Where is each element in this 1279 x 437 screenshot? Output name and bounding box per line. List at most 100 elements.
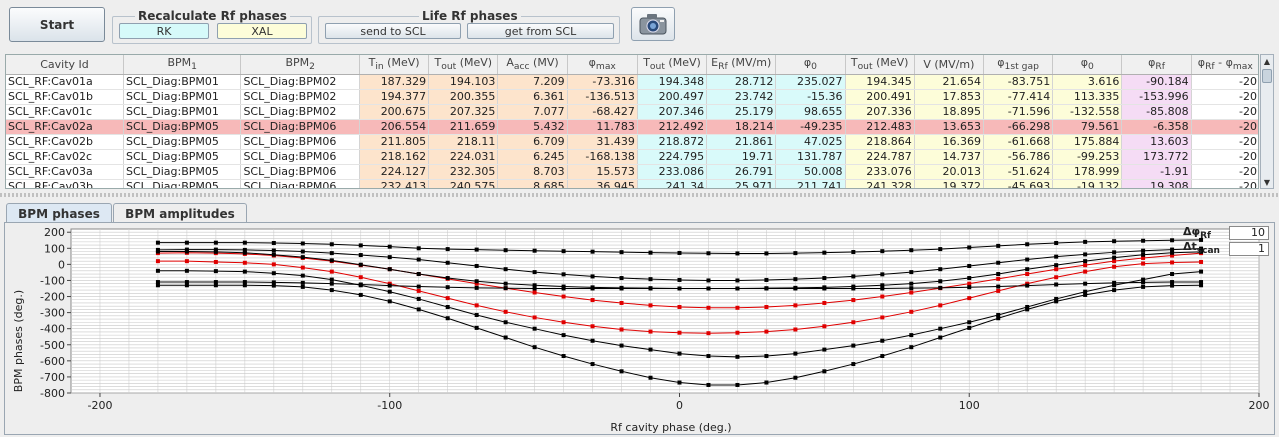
- table-cell[interactable]: 5.432: [497, 119, 568, 135]
- table-cell[interactable]: SCL_Diag:BPM05: [123, 179, 242, 188]
- table-cell[interactable]: SCL_Diag:BPM05: [123, 119, 242, 135]
- rk-button[interactable]: RK: [119, 23, 209, 39]
- table-cell[interactable]: SCL_RF:Cav03b: [6, 179, 124, 188]
- table-cell[interactable]: 25.971: [706, 179, 777, 188]
- table-cell[interactable]: 7.209: [497, 74, 568, 90]
- table-cell[interactable]: -20: [1191, 164, 1258, 180]
- scroll-down-icon[interactable]: ▼: [1263, 177, 1271, 187]
- table-cell[interactable]: 15.573: [567, 164, 638, 180]
- table-cell[interactable]: 19.308: [1121, 179, 1192, 188]
- table-cell[interactable]: -20: [1191, 179, 1258, 188]
- table-cell[interactable]: 13.653: [914, 119, 984, 135]
- column-header[interactable]: BPM1: [123, 55, 242, 75]
- table-cell[interactable]: 241.34: [637, 179, 708, 188]
- table-cell[interactable]: 14.737: [914, 149, 984, 165]
- table-cell[interactable]: 212.483: [845, 119, 915, 135]
- table-cell[interactable]: -168.138: [567, 149, 638, 165]
- tab-bpm-amplitudes[interactable]: BPM amplitudes: [113, 203, 247, 223]
- table-cell[interactable]: SCL_RF:Cav02c: [6, 149, 124, 165]
- table-cell[interactable]: 212.492: [637, 119, 708, 135]
- table-cell[interactable]: 218.11: [428, 134, 499, 150]
- table-cell[interactable]: -56.786: [983, 149, 1054, 165]
- table-cell[interactable]: 8.685: [497, 179, 568, 188]
- table-cell[interactable]: 8.703: [497, 164, 568, 180]
- column-header[interactable]: V (MV/m): [914, 55, 984, 75]
- table-cell[interactable]: 232.305: [428, 164, 499, 180]
- scroll-up-icon[interactable]: ▲: [1263, 56, 1271, 66]
- get-from-scl-button[interactable]: get from SCL: [467, 23, 614, 39]
- table-cell[interactable]: 6.709: [497, 134, 568, 150]
- table-cell[interactable]: -15.36: [775, 89, 846, 105]
- table-cell[interactable]: SCL_Diag:BPM01: [123, 104, 242, 120]
- table-cell[interactable]: 50.008: [775, 164, 846, 180]
- table-cell[interactable]: 19.71: [706, 149, 777, 165]
- table-cell[interactable]: 21.861: [706, 134, 777, 150]
- table-cell[interactable]: -19.132: [1052, 179, 1123, 188]
- xal-button[interactable]: XAL: [217, 23, 307, 39]
- table-cell[interactable]: 211.741: [775, 179, 846, 188]
- dphi-rf-input[interactable]: 10: [1229, 226, 1269, 240]
- table-cell[interactable]: 98.655: [775, 104, 846, 120]
- table-cell[interactable]: -6.358: [1121, 119, 1192, 135]
- table-cell[interactable]: 17.853: [914, 89, 984, 105]
- table-cell[interactable]: -51.624: [983, 164, 1054, 180]
- table-cell[interactable]: 6.361: [497, 89, 568, 105]
- table-cell[interactable]: -1.91: [1121, 164, 1192, 180]
- column-header[interactable]: φRf - φmax: [1191, 55, 1258, 75]
- table-row[interactable]: SCL_RF:Cav02a SCL_Diag:BPM05 SCL_Diag:BPM0…: [6, 119, 1258, 135]
- table-cell[interactable]: SCL_Diag:BPM02: [240, 104, 360, 120]
- table-cell[interactable]: 173.772: [1121, 149, 1192, 165]
- column-header[interactable]: Cavity Id: [6, 55, 124, 75]
- column-header[interactable]: Tout (MeV): [428, 55, 499, 75]
- table-cell[interactable]: -45.693: [983, 179, 1054, 188]
- table-cell[interactable]: 200.497: [637, 89, 708, 105]
- table-cell[interactable]: 19.372: [914, 179, 984, 188]
- scroll-thumb[interactable]: [1262, 69, 1272, 83]
- table-cell[interactable]: SCL_Diag:BPM02: [240, 89, 360, 105]
- table-cell[interactable]: -77.414: [983, 89, 1054, 105]
- table-cell[interactable]: -20: [1191, 104, 1258, 120]
- table-cell[interactable]: 194.377: [359, 89, 430, 105]
- table-cell[interactable]: 224.795: [637, 149, 708, 165]
- table-cell[interactable]: 224.031: [428, 149, 499, 165]
- column-header[interactable]: Aacc (MV): [497, 55, 568, 75]
- table-cell[interactable]: 207.346: [637, 104, 708, 120]
- table-cell[interactable]: 233.076: [845, 164, 915, 180]
- column-header[interactable]: φRf: [1121, 55, 1192, 75]
- table-cell[interactable]: 178.999: [1052, 164, 1123, 180]
- table-cell[interactable]: 13.603: [1121, 134, 1192, 150]
- table-cell[interactable]: -20: [1191, 74, 1258, 90]
- table-cell[interactable]: SCL_Diag:BPM05: [123, 164, 242, 180]
- tab-bpm-phases[interactable]: BPM phases: [6, 203, 112, 223]
- table-cell[interactable]: 233.086: [637, 164, 708, 180]
- table-row[interactable]: SCL_RF:Cav02b SCL_Diag:BPM05 SCL_Diag:BPM0…: [6, 134, 1258, 150]
- table-cell[interactable]: 224.127: [359, 164, 430, 180]
- dt-scan-input[interactable]: 1: [1229, 242, 1269, 256]
- table-cell[interactable]: SCL_RF:Cav01b: [6, 89, 124, 105]
- table-cell[interactable]: -99.253: [1052, 149, 1123, 165]
- table-cell[interactable]: SCL_Diag:BPM06: [240, 134, 360, 150]
- snapshot-button[interactable]: [631, 7, 675, 41]
- table-cell[interactable]: 240.575: [428, 179, 499, 188]
- table-cell[interactable]: 21.654: [914, 74, 984, 90]
- table-cell[interactable]: SCL_RF:Cav02a: [6, 119, 124, 135]
- table-cell[interactable]: 218.872: [637, 134, 708, 150]
- table-row[interactable]: SCL_RF:Cav03b SCL_Diag:BPM05 SCL_Diag:BPM0…: [6, 179, 1258, 188]
- table-cell[interactable]: -66.298: [983, 119, 1054, 135]
- column-header[interactable]: Tout (MeV): [845, 55, 915, 75]
- table-row[interactable]: SCL_RF:Cav01a SCL_Diag:BPM01 SCL_Diag:BPM0…: [6, 74, 1258, 90]
- table-cell[interactable]: 235.027: [775, 74, 846, 90]
- table-cell[interactable]: 113.335: [1052, 89, 1123, 105]
- table-row[interactable]: SCL_RF:Cav02c SCL_Diag:BPM05 SCL_Diag:BPM0…: [6, 149, 1258, 165]
- table-cell[interactable]: -49.235: [775, 119, 846, 135]
- table-cell[interactable]: 194.103: [428, 74, 499, 90]
- table-cell[interactable]: SCL_RF:Cav01a: [6, 74, 124, 90]
- table-cell[interactable]: -153.996: [1121, 89, 1192, 105]
- table-cell[interactable]: SCL_Diag:BPM06: [240, 149, 360, 165]
- table-cell[interactable]: 25.179: [706, 104, 777, 120]
- table-cell[interactable]: 36.945: [567, 179, 638, 188]
- table-cell[interactable]: 194.345: [845, 74, 915, 90]
- column-header[interactable]: Tout (MeV): [637, 55, 708, 75]
- bpm-phase-chart[interactable]: 2001000-100-200-300-400-500-600-700-800-…: [5, 223, 1274, 434]
- table-cell[interactable]: 187.329: [359, 74, 430, 90]
